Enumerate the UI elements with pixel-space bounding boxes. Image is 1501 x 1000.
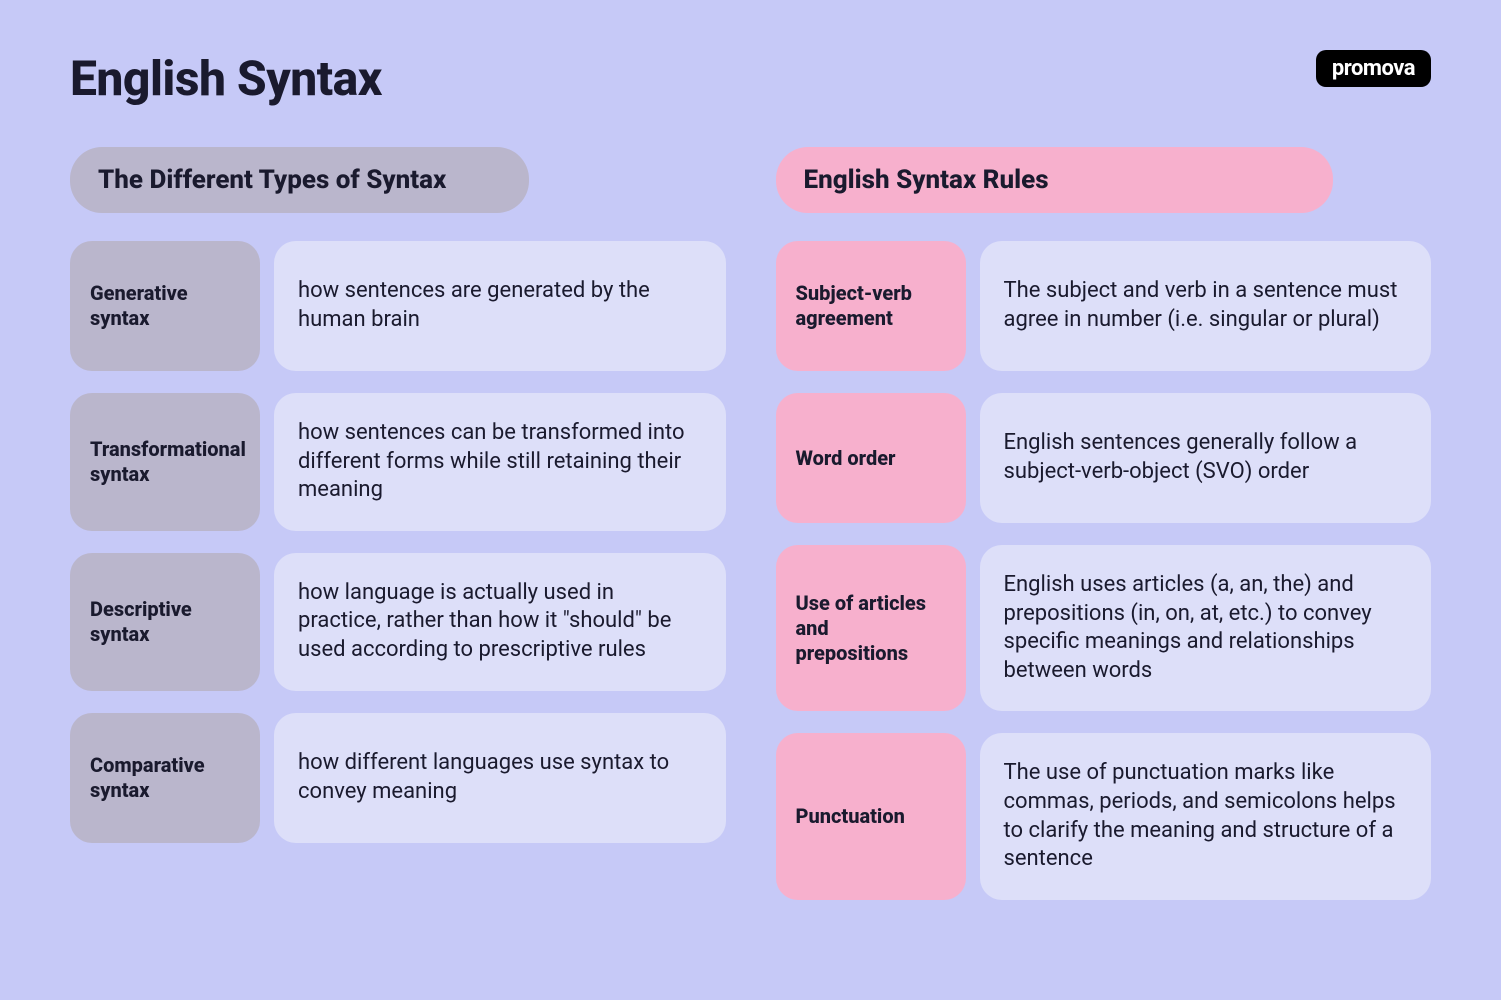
right-column: English Syntax Rules Subject-verb agreem… [776, 147, 1432, 922]
term-definition: how sentences can be transformed into di… [274, 393, 726, 531]
right-column-header: English Syntax Rules [776, 147, 1333, 213]
table-row: Use of articles and prepositions English… [776, 545, 1432, 711]
term-label: Generative syntax [70, 241, 260, 371]
term-definition: English sentences generally follow a sub… [980, 393, 1432, 523]
term-label: Transformational syntax [70, 393, 260, 531]
term-definition: how language is actually used in practic… [274, 553, 726, 691]
table-row: Subject-verb agreement The subject and v… [776, 241, 1432, 371]
term-definition: English uses articles (a, an, the) and p… [980, 545, 1432, 711]
table-row: Descriptive syntax how language is actua… [70, 553, 726, 691]
table-row: Generative syntax how sentences are gene… [70, 241, 726, 371]
term-definition: how sentences are generated by the human… [274, 241, 726, 371]
term-label: Descriptive syntax [70, 553, 260, 691]
term-definition: The use of punctuation marks like commas… [980, 733, 1432, 899]
term-label: Word order [776, 393, 966, 523]
term-label: Punctuation [776, 733, 966, 899]
left-column-header: The Different Types of Syntax [70, 147, 529, 213]
term-definition: The subject and verb in a sentence must … [980, 241, 1432, 371]
table-row: Transformational syntax how sentences ca… [70, 393, 726, 531]
term-definition: how different languages use syntax to co… [274, 713, 726, 843]
brand-badge: promova [1316, 50, 1431, 87]
page-title: English Syntax [70, 50, 382, 107]
term-label: Comparative syntax [70, 713, 260, 843]
table-row: Word order English sentences generally f… [776, 393, 1432, 523]
term-label: Subject-verb agreement [776, 241, 966, 371]
left-column: The Different Types of Syntax Generative… [70, 147, 726, 922]
term-label: Use of articles and prepositions [776, 545, 966, 711]
table-row: Punctuation The use of punctuation marks… [776, 733, 1432, 899]
table-row: Comparative syntax how different languag… [70, 713, 726, 843]
